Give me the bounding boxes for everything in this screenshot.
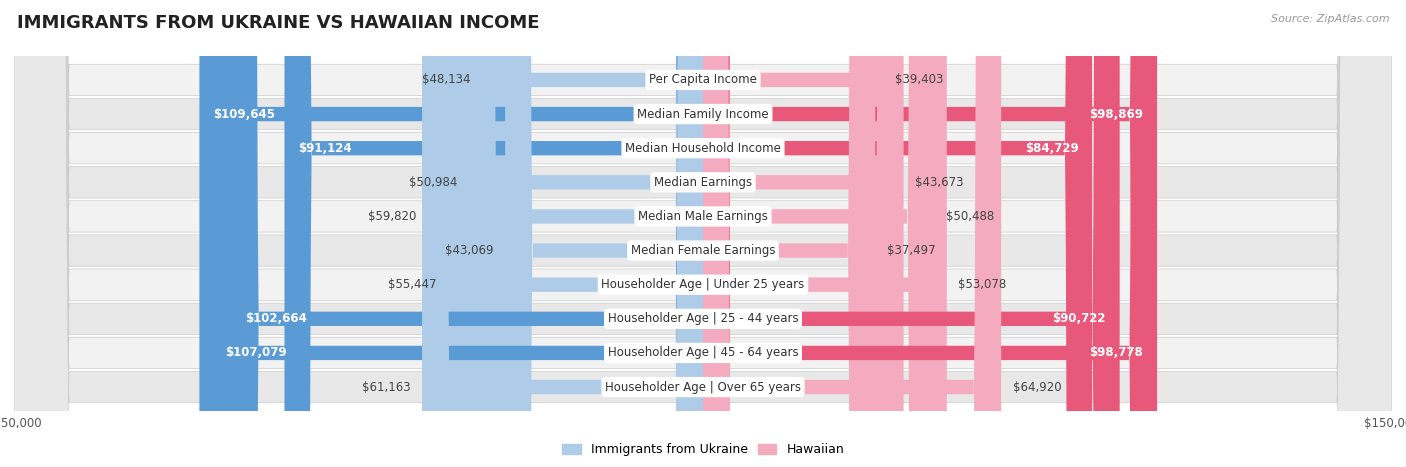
Text: $90,722: $90,722 xyxy=(1053,312,1107,325)
Text: Householder Age | Over 65 years: Householder Age | Over 65 years xyxy=(605,381,801,394)
Text: $48,134: $48,134 xyxy=(422,73,471,86)
FancyBboxPatch shape xyxy=(703,0,946,467)
FancyBboxPatch shape xyxy=(14,0,1392,467)
FancyBboxPatch shape xyxy=(703,0,1157,467)
FancyBboxPatch shape xyxy=(211,0,703,467)
FancyBboxPatch shape xyxy=(232,0,703,467)
FancyBboxPatch shape xyxy=(14,0,1392,467)
Text: Householder Age | 25 - 44 years: Householder Age | 25 - 44 years xyxy=(607,312,799,325)
FancyBboxPatch shape xyxy=(284,0,703,467)
Text: $64,920: $64,920 xyxy=(1012,381,1062,394)
Text: $98,869: $98,869 xyxy=(1090,107,1143,120)
Text: $102,664: $102,664 xyxy=(245,312,307,325)
Text: $107,079: $107,079 xyxy=(225,347,287,360)
FancyBboxPatch shape xyxy=(422,0,703,467)
Text: $50,488: $50,488 xyxy=(946,210,994,223)
Text: $53,078: $53,078 xyxy=(959,278,1007,291)
Text: $61,163: $61,163 xyxy=(361,381,411,394)
FancyBboxPatch shape xyxy=(14,0,1392,467)
FancyBboxPatch shape xyxy=(14,0,1392,467)
FancyBboxPatch shape xyxy=(703,0,1001,467)
Text: $43,673: $43,673 xyxy=(915,176,963,189)
FancyBboxPatch shape xyxy=(468,0,703,467)
FancyBboxPatch shape xyxy=(703,0,1119,467)
FancyBboxPatch shape xyxy=(703,0,904,467)
Text: IMMIGRANTS FROM UKRAINE VS HAWAIIAN INCOME: IMMIGRANTS FROM UKRAINE VS HAWAIIAN INCO… xyxy=(17,14,540,32)
FancyBboxPatch shape xyxy=(703,0,1092,467)
Text: $37,497: $37,497 xyxy=(887,244,935,257)
Text: Householder Age | Under 25 years: Householder Age | Under 25 years xyxy=(602,278,804,291)
FancyBboxPatch shape xyxy=(703,0,935,467)
Text: Per Capita Income: Per Capita Income xyxy=(650,73,756,86)
Text: Source: ZipAtlas.com: Source: ZipAtlas.com xyxy=(1271,14,1389,24)
Legend: Immigrants from Ukraine, Hawaiian: Immigrants from Ukraine, Hawaiian xyxy=(557,439,849,461)
FancyBboxPatch shape xyxy=(200,0,703,467)
Text: Median Male Earnings: Median Male Earnings xyxy=(638,210,768,223)
Text: Median Family Income: Median Family Income xyxy=(637,107,769,120)
FancyBboxPatch shape xyxy=(703,0,875,467)
FancyBboxPatch shape xyxy=(429,0,703,467)
FancyBboxPatch shape xyxy=(14,0,1392,467)
Text: $98,778: $98,778 xyxy=(1090,347,1143,360)
FancyBboxPatch shape xyxy=(703,0,884,467)
Text: $84,729: $84,729 xyxy=(1025,142,1078,155)
Text: $55,447: $55,447 xyxy=(388,278,437,291)
Text: Householder Age | 45 - 64 years: Householder Age | 45 - 64 years xyxy=(607,347,799,360)
FancyBboxPatch shape xyxy=(14,0,1392,467)
FancyBboxPatch shape xyxy=(703,0,1157,467)
FancyBboxPatch shape xyxy=(14,0,1392,467)
Text: $91,124: $91,124 xyxy=(298,142,352,155)
Text: $109,645: $109,645 xyxy=(214,107,276,120)
Text: $39,403: $39,403 xyxy=(896,73,943,86)
Text: Median Female Earnings: Median Female Earnings xyxy=(631,244,775,257)
FancyBboxPatch shape xyxy=(505,0,703,467)
FancyBboxPatch shape xyxy=(482,0,703,467)
Text: Median Earnings: Median Earnings xyxy=(654,176,752,189)
FancyBboxPatch shape xyxy=(449,0,703,467)
Text: $43,069: $43,069 xyxy=(446,244,494,257)
FancyBboxPatch shape xyxy=(14,0,1392,467)
Text: $50,984: $50,984 xyxy=(409,176,457,189)
Text: $59,820: $59,820 xyxy=(368,210,416,223)
FancyBboxPatch shape xyxy=(14,0,1392,467)
Text: Median Household Income: Median Household Income xyxy=(626,142,780,155)
FancyBboxPatch shape xyxy=(14,0,1392,467)
